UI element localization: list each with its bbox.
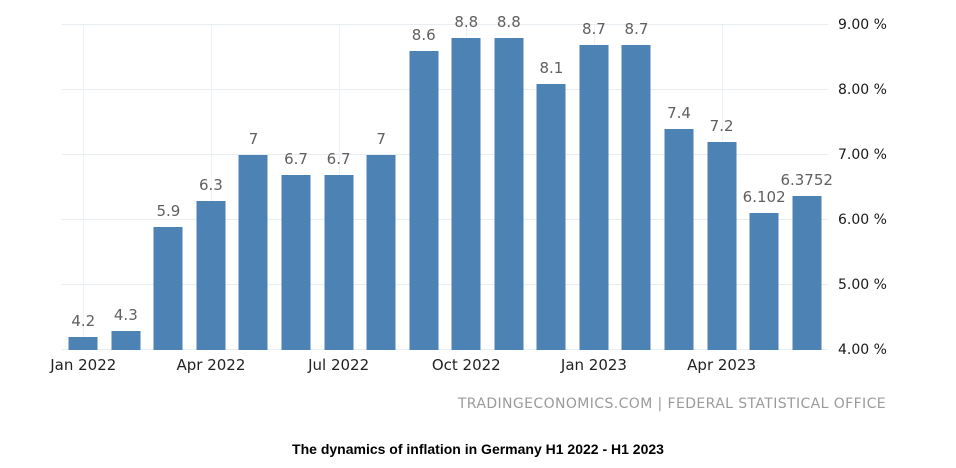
bar-value-label: 5.9	[156, 201, 181, 220]
bar-slot: 5.9	[147, 25, 190, 350]
bar-feb-2023	[621, 44, 651, 350]
y-tick-label: 9.00 %	[838, 17, 887, 33]
bar-may-2022	[238, 155, 268, 350]
y-tick-label: 7.00 %	[838, 147, 887, 163]
bar-value-label: 7	[248, 130, 259, 148]
bar-slot: 6.7	[275, 25, 318, 350]
source-attribution: TRADINGECONOMICS.COM | FEDERAL STATISTIC…	[457, 396, 886, 412]
bar-nov-2022	[494, 38, 524, 350]
x-tick-label: Jul 2022	[308, 356, 370, 374]
bar-slot: 8.7	[573, 20, 616, 350]
bar-sep-2022	[409, 51, 439, 350]
bar-mar-2023	[664, 129, 694, 350]
bar-apr-2022	[196, 200, 226, 350]
bar-slot: 7.4	[658, 25, 701, 350]
bar-may-2023	[749, 213, 779, 350]
gridline-vertical	[83, 25, 85, 350]
bar-jan-2023	[579, 44, 609, 350]
bar-slot: 8.8	[445, 13, 488, 350]
chart-title: The dynamics of inflation in Germany H1 …	[292, 441, 664, 457]
bar-value-label: 8.8	[454, 13, 479, 31]
bar-aug-2022	[366, 155, 396, 350]
bar-slot: 6.7	[317, 25, 360, 350]
bar-slot: 6.3	[190, 25, 233, 350]
bar-slot: 8.8	[488, 13, 531, 350]
y-tick-label: 8.00 %	[838, 82, 887, 98]
bar-slot: 6.102	[743, 25, 786, 350]
bar-jun-2022	[281, 174, 311, 350]
y-tick-label: 6.00 %	[838, 212, 887, 228]
bar-value-label: 8.6	[411, 26, 436, 44]
gridline-horizontal	[62, 284, 828, 285]
bar-value-label: 8.1	[539, 58, 564, 77]
x-tick-label: Apr 2022	[176, 356, 246, 374]
bar-slot: 8.6	[402, 25, 445, 350]
bar-apr-2023	[707, 142, 737, 350]
bar-mar-2022	[153, 226, 183, 350]
x-tick-label: Apr 2023	[687, 356, 757, 374]
bar-value-label: 7	[376, 130, 386, 148]
gridline-horizontal	[62, 219, 828, 220]
x-axis: Jan 2022 Apr 2022 Jul 2022 Oct 2022 Jan 2023…	[50, 356, 828, 376]
bar-value-label: 8.8	[496, 13, 521, 31]
gridline-vertical	[210, 25, 212, 350]
x-tick-label: Oct 2022	[431, 356, 501, 374]
gridline-horizontal	[62, 349, 828, 350]
bar-value-label: 6.102	[742, 188, 786, 207]
x-tick-label: Jan 2023	[560, 356, 627, 374]
bar-value-label: 8.7	[624, 19, 649, 38]
bar-value-label: 6.7	[284, 149, 308, 168]
bar-slot: 6.3752	[780, 25, 833, 350]
bar-slot: 8.1	[530, 25, 573, 350]
bar-jan-2022	[68, 337, 98, 350]
bar-slot: 7.2	[700, 25, 743, 350]
bar-value-label: 4.2	[71, 312, 96, 330]
bar-slot: 8.7	[615, 20, 658, 350]
bar-value-label: 7.2	[709, 117, 734, 135]
bar-value-label: 6.3	[198, 175, 223, 194]
bar-slot: 7	[360, 25, 403, 350]
y-tick-label: 4.00 %	[838, 342, 887, 358]
bar-jul-2022	[324, 174, 354, 350]
bar-value-label: 6.3752	[780, 170, 833, 189]
bar-value-label: 4.3	[113, 305, 138, 324]
y-axis: 4.00 % 5.00 % 6.00 % 7.00 % 8.00 % 9.00 %	[838, 17, 928, 358]
bar-oct-2022	[451, 38, 481, 350]
y-tick-label: 5.00 %	[838, 277, 887, 293]
bar-feb-2022	[111, 330, 141, 350]
bar-slot: 4.3	[105, 25, 148, 350]
gridline-horizontal	[62, 89, 828, 90]
bar-value-label: 6.7	[326, 149, 351, 168]
bar-value-label: 8.7	[581, 19, 606, 38]
bar-value-label: 7.4	[667, 104, 691, 122]
gridline-horizontal	[62, 24, 828, 25]
plot-area: 4.2 4.3 5.9 6.3 7 6.7 6.7 7 8.6 8.8 8.8 8.1 8.7 8.7 7.…	[62, 13, 833, 350]
bar-dec-2022	[536, 83, 566, 350]
bar-jun-2023	[792, 195, 822, 350]
x-tick-label: Jan 2022	[50, 356, 117, 374]
gridline-horizontal	[62, 154, 828, 155]
bar-slot: 7	[232, 25, 275, 350]
bar-slot: 4.2	[62, 25, 105, 350]
